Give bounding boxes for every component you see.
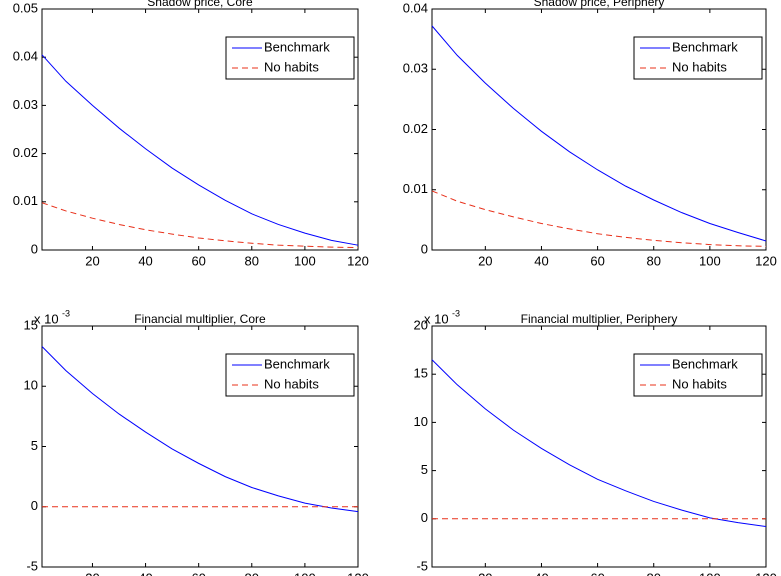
x-tick-label: 60 (191, 253, 205, 268)
legend-box (225, 353, 355, 397)
y-multiplier: x 10 (34, 311, 59, 326)
legend-label: Benchmark (264, 356, 330, 371)
chart-title: Shadow price, Periphery (534, 0, 665, 9)
y-tick-label: 0.03 (403, 61, 428, 76)
series-line (431, 190, 767, 247)
x-tick-label: 120 (347, 570, 369, 576)
x-tick-label: 100 (294, 253, 316, 268)
y-tick-label: 15 (414, 366, 428, 381)
series-line (41, 54, 359, 246)
x-tick-label: 100 (699, 570, 721, 576)
y-multiplier: x 10 (424, 311, 449, 326)
chart-title: Shadow price, Core (147, 0, 253, 9)
x-tick-label: 20 (478, 570, 492, 576)
x-tick-label: 60 (590, 570, 604, 576)
y-tick-label: 20 (414, 317, 428, 332)
x-tick-label: 120 (347, 253, 369, 268)
series-line (431, 359, 767, 528)
legend-box (225, 36, 355, 80)
y-tick-label: -5 (26, 558, 38, 573)
y-tick-label: 0.05 (13, 0, 38, 15)
y-tick-label: 0.01 (13, 193, 38, 208)
y-tick-label: 0.04 (403, 0, 428, 15)
y-tick-label: 0 (31, 241, 38, 256)
legend-label: No habits (264, 59, 319, 74)
x-tick-label: 100 (294, 570, 316, 576)
y-tick-label: 0.04 (13, 49, 38, 64)
x-tick-label: 60 (590, 253, 604, 268)
y-tick-label: 0 (421, 241, 428, 256)
series-line (41, 202, 359, 249)
y-tick-label: 0 (421, 510, 428, 525)
x-tick-label: 40 (138, 253, 152, 268)
legend-label: No habits (264, 376, 319, 391)
series-line (41, 346, 359, 513)
y-tick-label: 10 (24, 378, 38, 393)
x-tick-label: 40 (138, 570, 152, 576)
chart-title: Financial multiplier, Core (134, 312, 266, 326)
x-tick-label: 80 (245, 253, 259, 268)
series-line (431, 25, 767, 242)
legend-label: No habits (672, 59, 727, 74)
x-tick-label: 80 (646, 253, 660, 268)
x-tick-label: 20 (85, 570, 99, 576)
legend-label: Benchmark (672, 356, 738, 371)
y-tick-label: 10 (414, 414, 428, 429)
y-exponent: -3 (452, 308, 460, 318)
x-tick-label: 40 (534, 253, 548, 268)
y-tick-label: 0.02 (13, 145, 38, 160)
legend-box (633, 353, 763, 397)
y-tick-label: 5 (31, 438, 38, 453)
y-tick-label: 0.03 (13, 97, 38, 112)
legend-label: Benchmark (264, 39, 330, 54)
legend-label: Benchmark (672, 39, 738, 54)
x-tick-label: 80 (646, 570, 660, 576)
y-tick-label: -5 (416, 558, 428, 573)
y-exponent: -3 (62, 308, 70, 318)
x-tick-label: 80 (245, 570, 259, 576)
y-tick-label: 5 (421, 462, 428, 477)
chart-title: Financial multiplier, Periphery (521, 312, 678, 326)
y-tick-label: 0.01 (403, 181, 428, 196)
x-tick-label: 40 (534, 570, 548, 576)
y-tick-label: 15 (24, 317, 38, 332)
x-tick-label: 120 (755, 253, 777, 268)
x-tick-label: 100 (699, 253, 721, 268)
x-tick-label: 60 (191, 570, 205, 576)
x-tick-label: 20 (478, 253, 492, 268)
y-tick-label: 0 (31, 498, 38, 513)
x-tick-label: 20 (85, 253, 99, 268)
legend-box (633, 36, 763, 80)
legend-label: No habits (672, 376, 727, 391)
x-tick-label: 120 (755, 570, 777, 576)
y-tick-label: 0.02 (403, 121, 428, 136)
